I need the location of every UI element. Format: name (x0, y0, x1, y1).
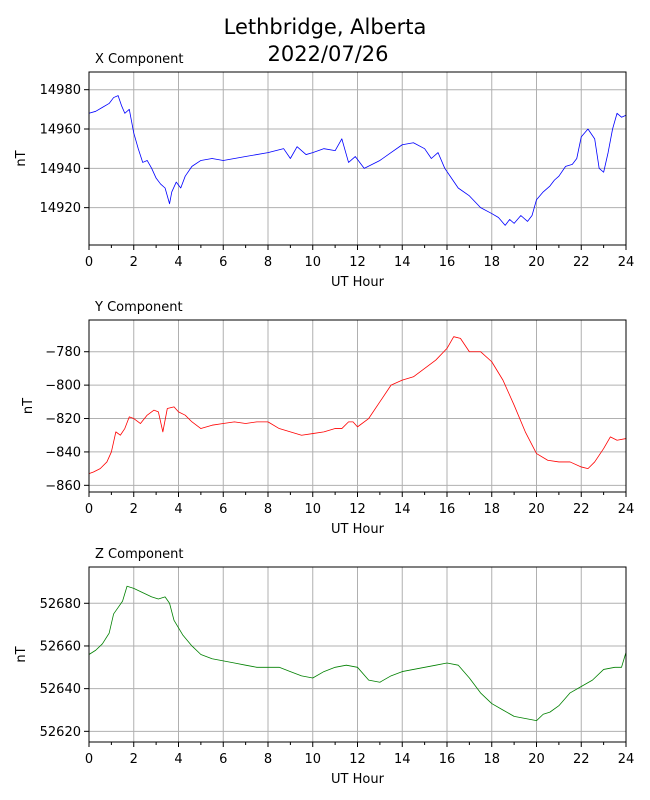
y-component-xtick-label: 24 (618, 502, 635, 517)
y-component-xtick-label: 12 (349, 502, 366, 517)
z-component-xtick-label: 10 (304, 752, 321, 767)
z-component-xtick-label: 24 (618, 752, 635, 767)
y-component-xlabel: UT Hour (331, 522, 385, 537)
z-component-xtick-label: 18 (483, 752, 500, 767)
y-component-ytick-label: −780 (45, 345, 81, 360)
y-component-xtick-label: 2 (130, 502, 138, 517)
y-component-xtick-label: 8 (264, 502, 272, 517)
y-component-xtick-label: 4 (174, 502, 182, 517)
z-component-xtick-label: 4 (174, 752, 182, 767)
x-component-xtick-label: 20 (528, 255, 545, 270)
z-component-title: Z Component (95, 547, 184, 562)
figure-title-line2: 2022/07/26 (267, 42, 388, 66)
z-component-xtick-label: 22 (573, 752, 590, 767)
y-component-xtick-label: 20 (528, 502, 545, 517)
y-component-panel: 0 2 4 6 8 10 12 14 16 18 20 22 24−860−840−820−800−78… (21, 300, 634, 537)
y-component-xtick-label: 22 (573, 502, 590, 517)
x-component-xtick-label: 0 (85, 255, 93, 270)
z-component-xtick-label: 8 (264, 752, 272, 767)
y-component-xtick-label: 6 (219, 502, 227, 517)
z-component-xtick-label: 0 (85, 752, 93, 767)
y-component-xtick-label: 14 (394, 502, 411, 517)
z-component-ytick-label: 52680 (40, 597, 81, 612)
x-component-xtick-label: 24 (618, 255, 635, 270)
y-component-xtick-label: 10 (304, 502, 321, 517)
z-component-xtick-label: 20 (528, 752, 545, 767)
x-component-ytick-label: 14980 (40, 83, 81, 98)
y-component-ytick-label: −800 (45, 379, 81, 394)
x-component-xtick-label: 6 (219, 255, 227, 270)
x-component-series-line (88, 95, 627, 226)
x-component-ytick-label: 14940 (40, 162, 81, 177)
z-component-xtick-label: 12 (349, 752, 366, 767)
x-component-ylabel: nT (14, 150, 29, 166)
z-component-ytick-label: 52660 (40, 639, 81, 654)
x-component-xtick-label: 10 (304, 255, 321, 270)
z-component-series-line (88, 585, 627, 722)
z-component-xtick-label: 14 (394, 752, 411, 767)
x-component-title: X Component (95, 52, 184, 67)
x-component-xtick-label: 8 (264, 255, 272, 270)
x-component-panel: 0 2 4 6 8 10 12 14 16 18 20 22 241492014940149601498… (14, 52, 634, 290)
z-component-xtick-label: 6 (219, 752, 227, 767)
z-component-ylabel: nT (14, 646, 29, 662)
z-component-xtick-label: 16 (439, 752, 456, 767)
x-component-ytick-label: 14960 (40, 123, 81, 138)
y-component-series-line (88, 336, 627, 475)
z-component-panel: 0 2 4 6 8 10 12 14 16 18 20 22 245262052640526605268… (14, 547, 634, 787)
z-component-ytick-label: 52620 (40, 725, 81, 740)
z-component-ytick-label: 52640 (40, 682, 81, 697)
x-component-xtick-label: 14 (394, 255, 411, 270)
x-component-xtick-label: 22 (573, 255, 590, 270)
y-component-title: Y Component (94, 300, 183, 315)
z-component-xtick-label: 2 (130, 752, 138, 767)
z-component-xlabel: UT Hour (331, 772, 385, 787)
x-component-xtick-label: 12 (349, 255, 366, 270)
x-component-xtick-label: 18 (483, 255, 500, 270)
y-component-xtick-label: 0 (85, 502, 93, 517)
x-component-ytick-label: 14920 (40, 201, 81, 216)
x-component-xlabel: UT Hour (331, 275, 385, 290)
y-component-ylabel: nT (21, 398, 36, 414)
y-component-ytick-label: −860 (45, 479, 81, 494)
y-component-ytick-label: −820 (45, 412, 81, 427)
x-component-xtick-label: 2 (130, 255, 138, 270)
y-component-ytick-label: −840 (45, 445, 81, 460)
y-component-xtick-label: 16 (439, 502, 456, 517)
x-component-xtick-label: 4 (174, 255, 182, 270)
panels: 0 2 4 6 8 10 12 14 16 18 20 22 241492014940149601498… (14, 52, 634, 787)
figure-title-line1: Lethbridge, Alberta (224, 15, 427, 39)
x-component-xtick-label: 16 (439, 255, 456, 270)
y-component-xtick-label: 18 (483, 502, 500, 517)
